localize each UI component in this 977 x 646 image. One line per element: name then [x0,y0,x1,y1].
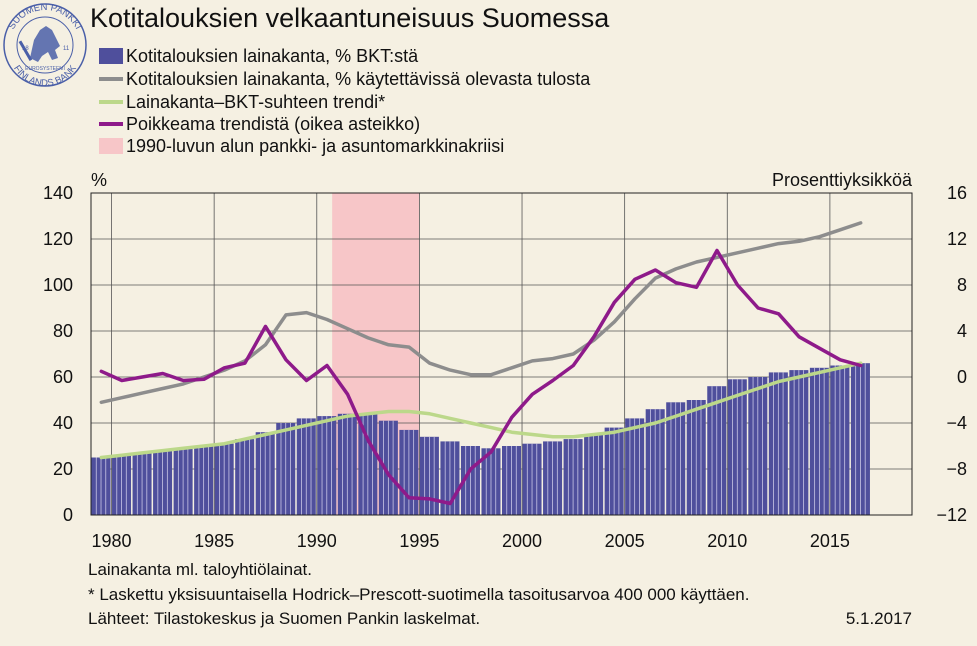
right-tick-label: 16 [947,183,967,203]
right-axis-ticks: −12 −8 −4 0 4 8 12 16 [936,183,967,525]
right-tick-label: 12 [947,229,967,249]
x-tick-label: 2005 [605,531,645,551]
right-axis-unit: Prosenttiyksikköä [772,170,913,190]
left-tick-label: 140 [43,183,73,203]
footnote-date: 5.1.2017 [846,609,912,628]
lion-icon [18,26,60,62]
right-tick-label: 0 [957,367,967,387]
left-tick-label: 100 [43,275,73,295]
x-axis-ticks: 1980 1985 1990 1995 2000 2005 2010 2015 [92,531,850,551]
legend-label-crisis: 1990-luvun alun pankki- ja asuntomarkkin… [126,136,504,156]
left-tick-label: 0 [63,505,73,525]
x-tick-label: 1980 [92,531,132,551]
series-line-deviation [99,248,863,506]
right-tick-label: 4 [957,321,967,341]
logo-ring-inner [16,16,74,74]
series-line-trend [99,361,863,460]
bank-logo: SUOMEN PANKKI FINLANDS BANK 18 11 EUROSY… [3,2,87,89]
x-tick-label: 1995 [399,531,439,551]
legend-swatch-bars [99,48,123,64]
plot-frame [90,192,913,516]
logo-year-right: 11 [63,46,70,52]
legend-label-income: Kotitalouksien lainakanta, % käytettävis… [126,69,591,89]
x-tick-label: 2015 [810,531,850,551]
right-tick-label: −4 [946,413,967,433]
logo-ring-outer [3,3,87,87]
series-line-income [99,221,863,405]
left-tick-label: 40 [53,413,73,433]
bars-layer [91,363,870,515]
legend: Kotitalouksien lainakanta, % BKT:stä Kot… [99,46,591,156]
left-tick-label: 80 [53,321,73,341]
left-axis-ticks: 0 20 40 60 80 100 120 140 [43,183,73,525]
left-tick-label: 20 [53,459,73,479]
x-tick-label: 1990 [297,531,337,551]
legend-label-bars: Kotitalouksien lainakanta, % BKT:stä [126,46,419,66]
legend-swatch-crisis [99,138,123,154]
logo-middle-text: EUROSYSTEEMI [25,66,65,72]
left-tick-label: 60 [53,367,73,387]
right-tick-label: −8 [946,459,967,479]
left-axis-unit: % [91,170,107,190]
x-tick-label: 2010 [707,531,747,551]
x-tick-label: 1985 [194,531,234,551]
logo-year-left: 18 [22,46,29,52]
legend-label-deviation: Poikkeama trendistä (oikea asteikko) [126,114,420,134]
footnote-1: Lainakanta ml. taloyhtiölainat. [88,560,312,579]
right-tick-label: 8 [957,275,967,295]
right-tick-label: −12 [936,505,967,525]
legend-label-trend: Lainakanta–BKT-suhteen trendi* [126,92,385,112]
footnote-2: * Laskettu yksisuuntaisella Hodrick–Pres… [88,585,749,604]
chart-title: Kotitalouksien velkaantuneisuus Suomessa [90,3,610,33]
x-tick-label: 2000 [502,531,542,551]
footnote-sources: Lähteet: Tilastokeskus ja Suomen Pankin … [88,609,480,628]
left-tick-label: 120 [43,229,73,249]
lines-layer [99,221,863,506]
